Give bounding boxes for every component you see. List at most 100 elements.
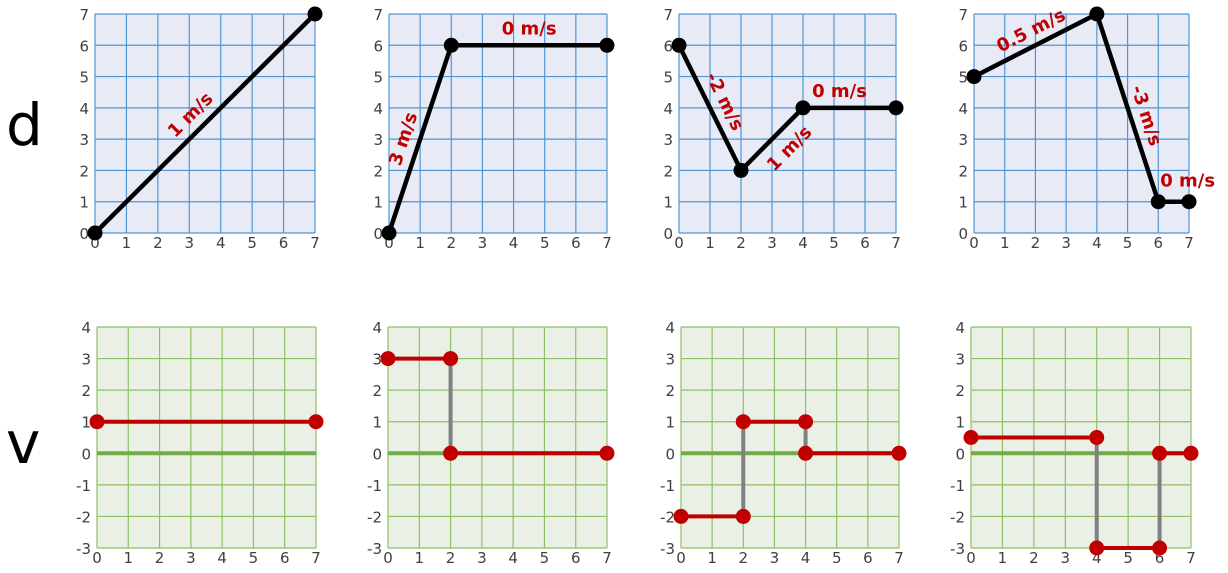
data-point xyxy=(1089,6,1105,22)
y-tick-label: 2 xyxy=(665,382,675,400)
y-tick-label: 4 xyxy=(663,100,673,118)
velocity-chart-3: 0 1 2 3 4 5 6 7 -3 -2 -1 0 1 2 3 4 xyxy=(660,319,907,567)
y-tick-label: -1 xyxy=(367,477,382,495)
data-point xyxy=(671,37,687,53)
x-tick-label: 6 xyxy=(280,549,290,567)
y-tick-label: -3 xyxy=(950,540,965,558)
y-tick-label: 1 xyxy=(81,414,91,432)
x-tick-label: 3 xyxy=(477,549,487,567)
y-tick-label: 1 xyxy=(958,194,968,212)
row-label-d: d xyxy=(6,91,43,159)
x-tick-label: 0 xyxy=(676,549,686,567)
x-tick-label: 0 xyxy=(969,234,979,252)
y-tick-label: 0 xyxy=(665,445,675,463)
y-tick-label: 2 xyxy=(373,162,383,180)
data-point xyxy=(963,430,979,445)
y-tick-label: 2 xyxy=(955,382,965,400)
y-tick-label: 0 xyxy=(372,445,382,463)
data-point xyxy=(599,445,615,461)
data-point xyxy=(308,414,324,430)
x-tick-label: 4 xyxy=(508,549,518,567)
x-tick-label: 1 xyxy=(705,234,715,252)
y-tick-label: -2 xyxy=(950,508,965,526)
data-point xyxy=(380,351,396,367)
y-tick-label: 6 xyxy=(373,37,383,55)
x-tick-label: 1 xyxy=(415,234,425,252)
y-tick-label: 1 xyxy=(665,414,675,432)
x-tick-label: 0 xyxy=(90,234,100,252)
x-tick-label: 6 xyxy=(1155,549,1165,567)
x-tick-label: 4 xyxy=(1092,549,1102,567)
y-tick-label: 3 xyxy=(373,131,383,149)
y-tick-label: 0 xyxy=(79,225,89,243)
y-tick-label: 2 xyxy=(81,382,91,400)
x-tick-label: 1 xyxy=(707,549,717,567)
y-tick-label: 4 xyxy=(373,100,383,118)
x-tick-label: 6 xyxy=(1154,234,1164,252)
y-tick-label: 3 xyxy=(81,351,91,369)
data-point xyxy=(1181,194,1197,210)
x-tick-label: 7 xyxy=(602,234,612,252)
y-tick-label: 0 xyxy=(373,225,383,243)
data-point xyxy=(733,162,749,178)
x-tick-label: 0 xyxy=(383,549,393,567)
x-tick-label: 4 xyxy=(798,234,808,252)
x-tick-label: 3 xyxy=(767,234,777,252)
y-tick-label: 6 xyxy=(958,37,968,55)
y-tick-label: 5 xyxy=(373,69,383,87)
x-tick-label: 7 xyxy=(602,549,612,567)
y-tick-label: 5 xyxy=(663,69,673,87)
x-tick-label: 6 xyxy=(571,234,581,252)
data-point xyxy=(599,37,615,53)
x-tick-label: 7 xyxy=(1184,234,1194,252)
x-tick-label: 6 xyxy=(571,549,581,567)
x-tick-label: 2 xyxy=(1029,549,1039,567)
x-tick-label: 1 xyxy=(415,549,425,567)
y-tick-label: -3 xyxy=(76,540,91,558)
y-tick-label: 4 xyxy=(665,319,675,337)
velocity-chart-4: 0 1 2 3 4 5 6 7 -3 -2 -1 0 1 2 3 4 xyxy=(950,319,1199,567)
x-tick-label: 5 xyxy=(1123,549,1133,567)
y-tick-label: 3 xyxy=(665,351,675,369)
distance-segment xyxy=(971,11,1100,79)
y-tick-label: 1 xyxy=(663,194,673,212)
x-tick-label: 3 xyxy=(478,234,488,252)
data-point xyxy=(891,445,907,461)
x-tick-label: 2 xyxy=(739,549,749,567)
data-point xyxy=(443,445,459,461)
x-tick-label: 0 xyxy=(92,549,102,567)
y-tick-label: 4 xyxy=(372,319,382,337)
x-tick-label: 1 xyxy=(1000,234,1010,252)
y-tick-label: 2 xyxy=(372,382,382,400)
y-tick-label: 5 xyxy=(79,69,89,87)
x-tick-label: 5 xyxy=(540,549,550,567)
data-point xyxy=(966,69,982,85)
row-label-v: v xyxy=(6,409,41,477)
data-point xyxy=(443,37,459,53)
data-point xyxy=(381,225,397,241)
y-tick-label: 3 xyxy=(955,351,965,369)
speed-label: 0 m/s xyxy=(1160,171,1215,192)
data-point xyxy=(795,100,811,116)
velocity-chart-1: 0 1 2 3 4 5 6 7 -3 -2 -1 0 1 2 3 4 xyxy=(76,319,324,567)
x-tick-label: 2 xyxy=(1031,234,1041,252)
y-tick-label: 7 xyxy=(79,6,89,24)
distance-segment xyxy=(676,43,744,173)
x-tick-label: 1 xyxy=(122,234,132,252)
x-tick-label: 7 xyxy=(891,234,901,252)
y-tick-label: -2 xyxy=(660,508,675,526)
x-tick-label: 2 xyxy=(153,234,163,252)
distance-segment xyxy=(92,11,318,236)
data-point xyxy=(735,414,751,430)
x-tick-label: 2 xyxy=(155,549,165,567)
x-tick-label: 3 xyxy=(770,549,780,567)
plot-area xyxy=(681,327,899,548)
x-tick-label: 1 xyxy=(998,549,1008,567)
x-tick-label: 5 xyxy=(247,234,257,252)
data-point xyxy=(798,414,814,430)
y-tick-label: 1 xyxy=(373,194,383,212)
